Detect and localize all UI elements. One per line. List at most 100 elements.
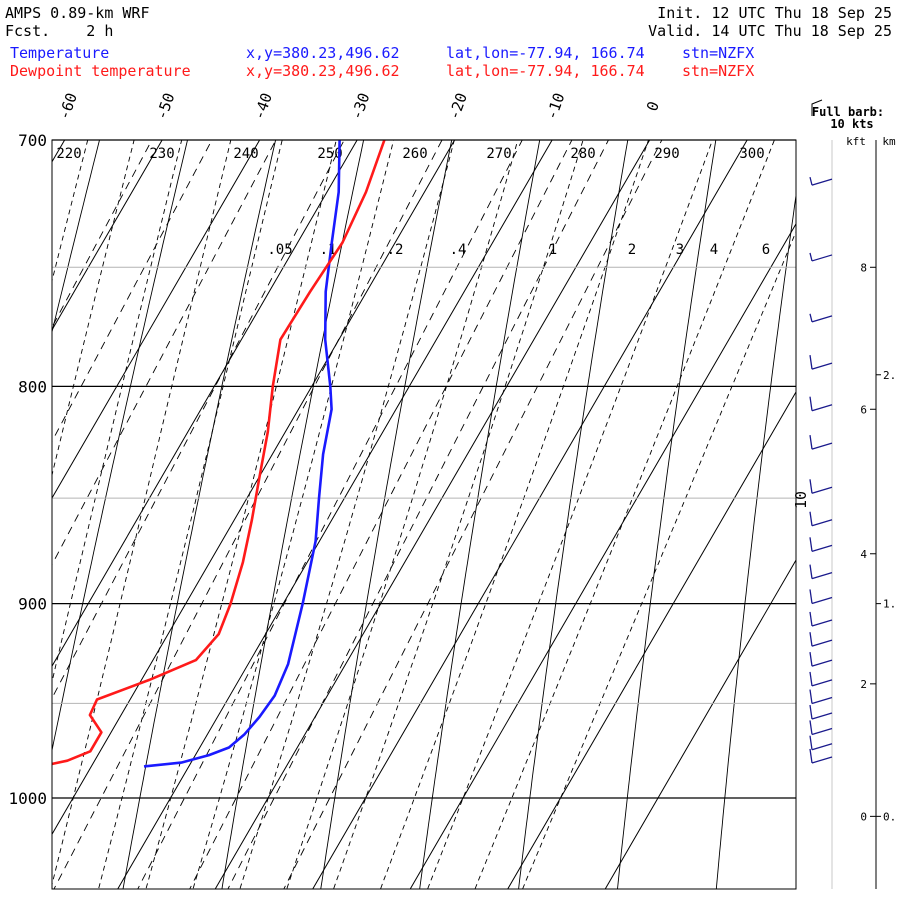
barb-flag xyxy=(809,537,813,552)
legend-dewpoint-latlon: lat,lon=-77.94, 166.74 xyxy=(446,62,645,80)
dry-adiabat-line xyxy=(221,140,365,889)
mixing-ratio-label: 1 xyxy=(549,242,557,258)
pressure-label: 900 xyxy=(18,595,47,614)
dry-adiabat-line xyxy=(518,140,629,889)
plot-frame xyxy=(51,139,797,890)
wind-barb xyxy=(809,355,833,370)
barb-shaft xyxy=(811,315,833,323)
isotherm-line xyxy=(52,140,163,331)
barb-shaft xyxy=(811,486,833,494)
dry-adiabat-line xyxy=(617,140,717,889)
legend-temperature-xy: x,y=380.23,496.62 xyxy=(246,44,400,62)
mixing-ratio-label: 4 xyxy=(710,242,718,258)
barb-flag xyxy=(809,720,813,735)
temperature-tick-label: -40 xyxy=(250,90,276,122)
barb-flag xyxy=(809,479,813,494)
wind-barb xyxy=(809,720,833,736)
barb-shaft xyxy=(811,544,833,552)
isotherm-line xyxy=(604,559,796,889)
barb-shaft xyxy=(811,596,833,605)
mixing-ratio-label: .2 xyxy=(387,242,404,258)
temperature-tick-label: -20 xyxy=(445,90,471,122)
dry-adiabat-line xyxy=(320,140,453,889)
barb-shaft xyxy=(811,519,833,527)
temperature-tick-label: -30 xyxy=(347,90,373,122)
wind-barb xyxy=(809,537,833,552)
wind-barb xyxy=(809,652,833,667)
temperature-tick-label: -10 xyxy=(542,90,568,122)
legend-dewpoint-xy: x,y=380.23,496.62 xyxy=(246,62,400,80)
legend-temperature-label: Temperature xyxy=(10,44,110,62)
moist-adiabat-line xyxy=(474,140,775,889)
dry-adiabat-line xyxy=(0,114,19,900)
kft-tick-label: 2 xyxy=(860,678,867,691)
barb-flag xyxy=(809,704,813,720)
temperature-tick-label: -50 xyxy=(152,90,178,122)
barb-shaft xyxy=(811,404,833,412)
barb-shaft xyxy=(811,712,833,720)
isotherm-10-label: 10 xyxy=(792,491,810,509)
theta-label: 300 xyxy=(739,146,764,162)
wind-barb xyxy=(809,176,833,186)
wind-barb xyxy=(809,611,833,627)
legend-temperature-station: stn=NZFX xyxy=(682,44,755,62)
mixing-ratio-line xyxy=(53,140,443,889)
dry-adiabat-line xyxy=(122,140,277,889)
pressure-label: 700 xyxy=(18,131,47,150)
legend-temperature-latlon: lat,lon=-77.94, 166.74 xyxy=(446,44,645,62)
mixing-ratio-label: .05 xyxy=(267,242,292,258)
barb-note-line2: 10 kts xyxy=(830,117,873,131)
isotherm-line xyxy=(409,222,796,889)
theta-label: 240 xyxy=(233,146,258,162)
moist-adiabat-line xyxy=(52,140,135,477)
theta-label: 280 xyxy=(570,146,595,162)
barb-flag xyxy=(809,611,813,627)
moist-adiabat-line xyxy=(286,140,519,889)
barb-shaft xyxy=(811,254,833,262)
isotherms xyxy=(52,140,796,889)
mixing-ratio-line xyxy=(283,140,663,889)
pressure-label: 800 xyxy=(18,377,47,396)
barb-shaft xyxy=(811,442,833,450)
wind-barb xyxy=(809,313,833,323)
moist-adiabat-line xyxy=(239,140,455,889)
wind-barb xyxy=(809,511,833,527)
moist-adiabat-line xyxy=(333,140,584,889)
barb-flag xyxy=(809,313,813,322)
theta-label: 270 xyxy=(486,146,511,162)
km-tick-label: 0. xyxy=(883,810,896,823)
dry-adiabats xyxy=(0,114,796,900)
moist-adiabat-line xyxy=(52,140,183,684)
dewpoint-line xyxy=(52,140,386,766)
legend-dewpoint-label: Dewpoint temperature xyxy=(10,62,191,80)
moist-adiabat-line xyxy=(192,140,395,889)
barb-flag xyxy=(809,671,813,687)
sounding-series xyxy=(52,140,386,768)
height-axis: kft km 8 6 4 2 0 2. 1. 0. Full barb:10 kts xyxy=(811,99,896,889)
moist-adiabat-line xyxy=(427,140,713,889)
temperature-line xyxy=(143,140,341,768)
mixing-ratio-line xyxy=(227,140,609,889)
wind-barb xyxy=(809,735,833,751)
kft-label: kft xyxy=(846,135,866,148)
moist-adiabat-line xyxy=(0,114,49,900)
moist-adiabats xyxy=(0,114,796,900)
wind-barbs xyxy=(809,140,833,889)
theta-label: 220 xyxy=(56,146,81,162)
axis-labels: 7008009001000-70-60-50-40-30-20-10022023… xyxy=(8,90,810,808)
km-label: km xyxy=(882,135,896,148)
init-time: Init. 12 UTC Thu 18 Sep 25 xyxy=(657,4,892,22)
wind-barb xyxy=(809,589,833,605)
barb-flag xyxy=(809,435,813,450)
barb-flag xyxy=(809,748,813,764)
isotherm-line xyxy=(52,140,358,668)
mixing-ratio-label: 3 xyxy=(676,242,684,258)
barb-flag xyxy=(809,396,813,411)
barb-flag xyxy=(809,176,813,186)
isotherm-line xyxy=(214,140,651,889)
model-title: AMPS 0.89-km WRF xyxy=(5,4,150,22)
legend-dewpoint-station: stn=NZFX xyxy=(682,62,755,80)
barb-flag xyxy=(809,564,813,579)
mixing-ratio-line xyxy=(52,140,345,700)
